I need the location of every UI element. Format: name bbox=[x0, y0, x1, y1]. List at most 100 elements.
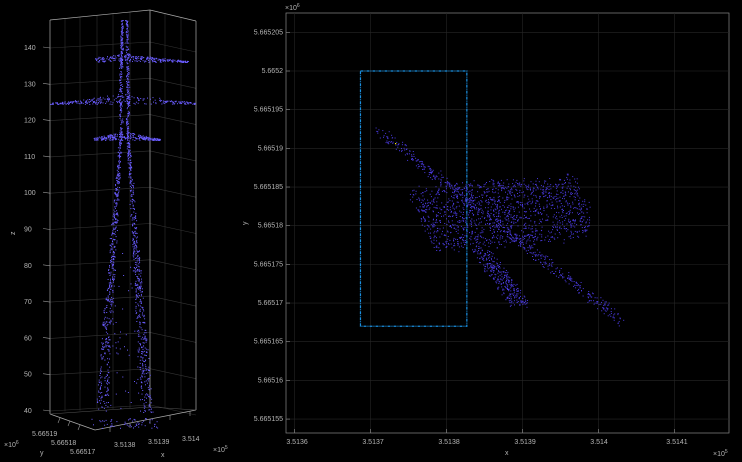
axes-frame bbox=[285, 12, 730, 434]
point bbox=[145, 384, 146, 386]
point bbox=[179, 61, 181, 63]
point bbox=[478, 209, 480, 211]
point bbox=[518, 245, 520, 247]
point bbox=[108, 98, 110, 100]
point bbox=[147, 56, 149, 58]
point bbox=[434, 235, 436, 237]
point bbox=[579, 287, 581, 289]
point bbox=[555, 275, 557, 277]
point bbox=[469, 201, 471, 203]
point bbox=[100, 355, 102, 357]
point bbox=[153, 139, 154, 141]
point bbox=[144, 410, 146, 412]
point bbox=[129, 60, 131, 62]
point bbox=[100, 385, 102, 387]
point bbox=[128, 146, 130, 148]
point bbox=[497, 182, 499, 184]
point bbox=[531, 234, 533, 236]
point bbox=[415, 160, 417, 162]
point bbox=[436, 201, 438, 203]
point bbox=[164, 102, 166, 104]
point bbox=[126, 76, 128, 78]
point bbox=[542, 266, 544, 267]
point bbox=[119, 167, 121, 168]
point bbox=[126, 130, 128, 132]
point bbox=[99, 100, 101, 102]
point bbox=[444, 234, 446, 236]
point bbox=[101, 383, 102, 385]
point bbox=[433, 239, 435, 241]
point bbox=[473, 220, 475, 222]
point bbox=[103, 311, 105, 313]
point bbox=[493, 278, 495, 280]
point bbox=[103, 59, 105, 61]
point bbox=[502, 288, 504, 290]
grid-line bbox=[49, 223, 151, 230]
point bbox=[513, 215, 515, 217]
point bbox=[506, 277, 508, 279]
point bbox=[147, 349, 149, 351]
point bbox=[489, 256, 491, 258]
point bbox=[119, 348, 121, 350]
point bbox=[422, 168, 423, 170]
point bbox=[516, 189, 518, 191]
point bbox=[159, 97, 161, 99]
point bbox=[482, 258, 484, 260]
point bbox=[133, 234, 135, 236]
point bbox=[112, 58, 114, 60]
point bbox=[466, 199, 468, 201]
point bbox=[422, 210, 424, 212]
point bbox=[141, 329, 143, 331]
point bbox=[490, 199, 492, 200]
point bbox=[497, 196, 499, 198]
point bbox=[113, 278, 115, 280]
point bbox=[114, 136, 116, 138]
point bbox=[486, 259, 488, 261]
point bbox=[610, 312, 612, 314]
point bbox=[516, 301, 518, 303]
point bbox=[440, 185, 442, 187]
point bbox=[114, 217, 115, 219]
point bbox=[110, 321, 112, 323]
point bbox=[127, 155, 129, 157]
point bbox=[127, 85, 129, 87]
point bbox=[471, 223, 472, 225]
point bbox=[549, 185, 551, 187]
point bbox=[429, 172, 431, 173]
point bbox=[128, 176, 130, 178]
point bbox=[581, 204, 583, 206]
point bbox=[579, 287, 581, 289]
point bbox=[539, 233, 541, 235]
point bbox=[383, 136, 384, 138]
point bbox=[119, 144, 120, 146]
point bbox=[140, 343, 142, 345]
point bbox=[145, 373, 147, 374]
point bbox=[529, 244, 531, 246]
point bbox=[135, 297, 137, 299]
point bbox=[581, 290, 582, 291]
point bbox=[528, 224, 530, 226]
point bbox=[91, 100, 93, 102]
point bbox=[454, 212, 456, 214]
point bbox=[142, 321, 144, 323]
point bbox=[522, 246, 524, 248]
point bbox=[147, 58, 149, 60]
point bbox=[429, 236, 431, 238]
point bbox=[121, 63, 123, 65]
point bbox=[117, 55, 119, 56]
point bbox=[81, 102, 82, 104]
point bbox=[150, 411, 152, 413]
point bbox=[112, 95, 114, 97]
point bbox=[617, 313, 619, 314]
point bbox=[165, 101, 166, 103]
point bbox=[476, 206, 478, 208]
point bbox=[477, 238, 479, 240]
point bbox=[142, 135, 144, 137]
point bbox=[112, 256, 114, 257]
point bbox=[500, 271, 502, 273]
point bbox=[107, 349, 109, 351]
point bbox=[130, 133, 132, 135]
point bbox=[120, 36, 122, 38]
point bbox=[109, 345, 111, 347]
